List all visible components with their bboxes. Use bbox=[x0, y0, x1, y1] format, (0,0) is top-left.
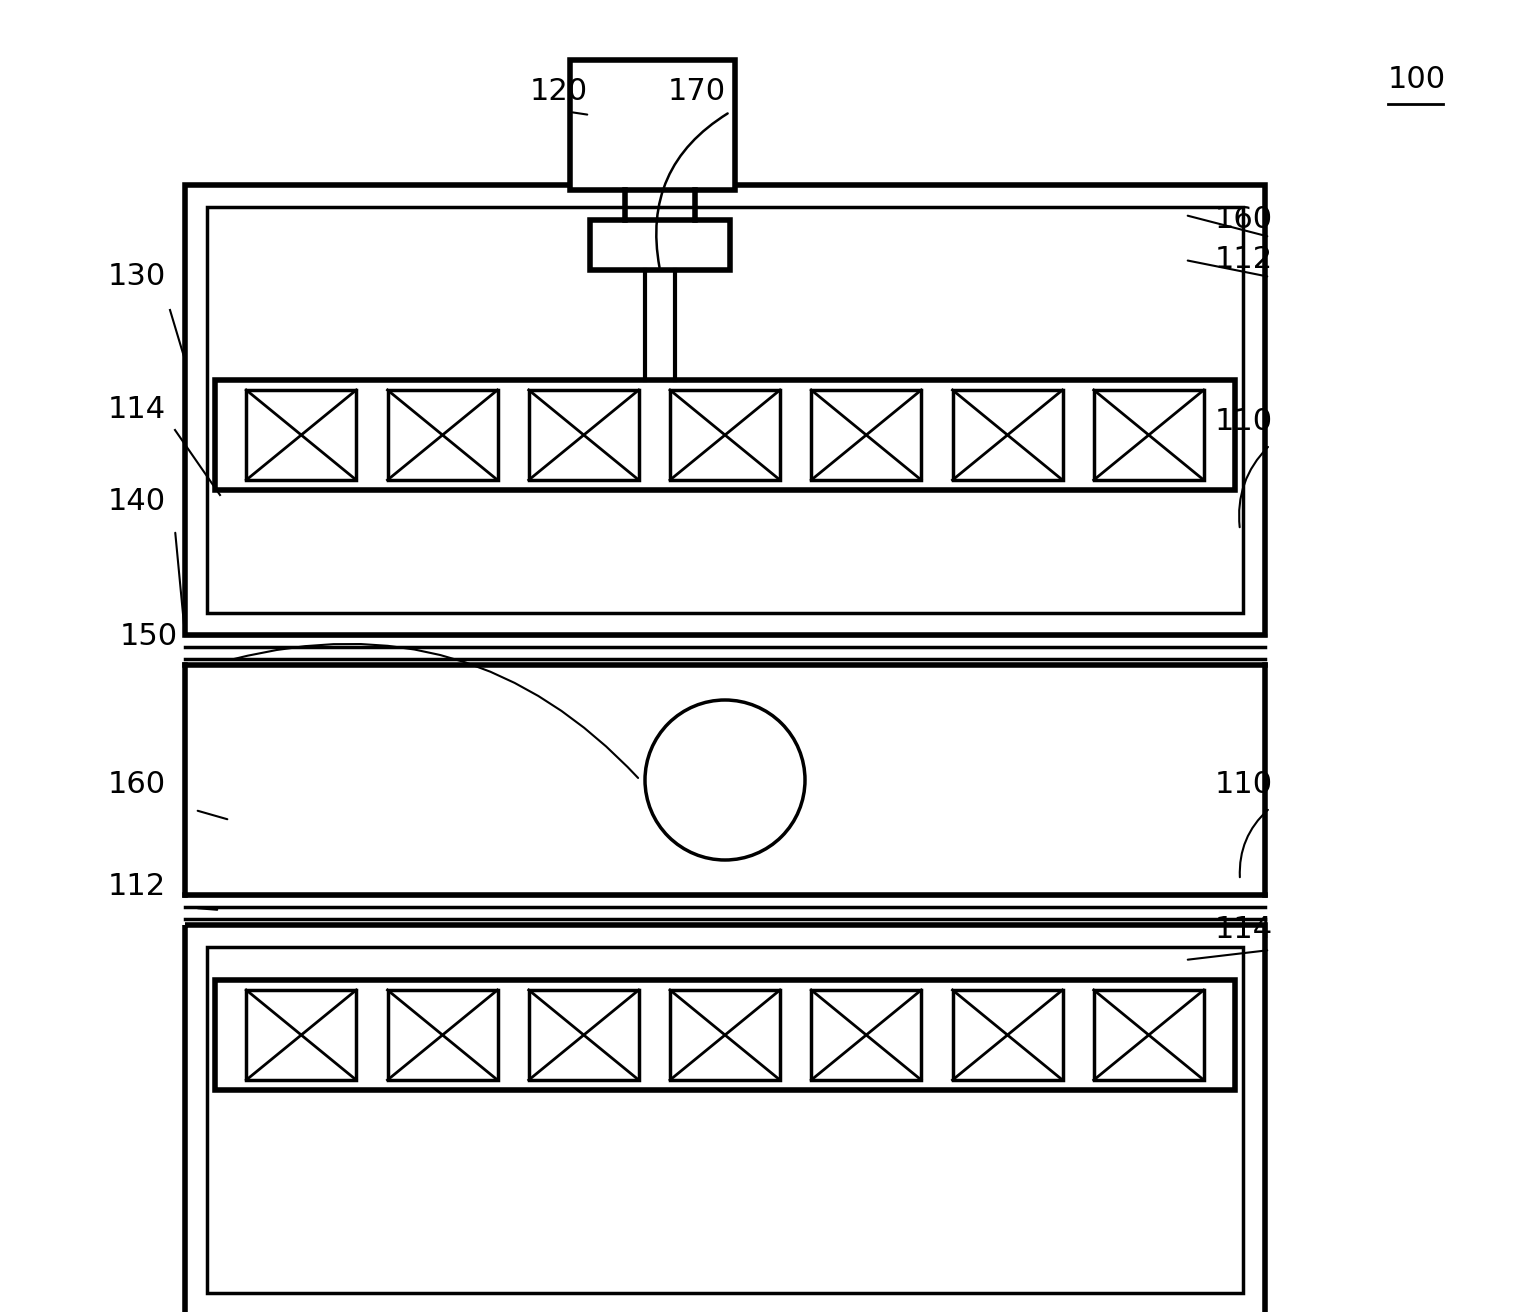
Text: 112: 112 bbox=[108, 872, 166, 901]
Text: 130: 130 bbox=[108, 262, 166, 291]
Bar bbox=[186, 185, 1265, 635]
FancyArrowPatch shape bbox=[1240, 810, 1269, 878]
Bar bbox=[214, 380, 1235, 489]
Text: 112: 112 bbox=[1215, 245, 1273, 274]
Text: 114: 114 bbox=[1215, 914, 1273, 945]
Text: 170: 170 bbox=[668, 77, 726, 106]
Text: 110: 110 bbox=[1215, 407, 1273, 436]
Bar bbox=[529, 991, 639, 1080]
Bar bbox=[952, 991, 1063, 1080]
Bar bbox=[811, 991, 922, 1080]
FancyArrowPatch shape bbox=[198, 811, 227, 819]
FancyArrowPatch shape bbox=[1188, 215, 1267, 236]
Bar bbox=[246, 390, 356, 480]
FancyArrowPatch shape bbox=[233, 644, 639, 778]
Bar bbox=[388, 390, 497, 480]
Bar bbox=[207, 947, 1243, 1294]
Text: 114: 114 bbox=[108, 395, 166, 424]
Bar bbox=[388, 991, 497, 1080]
FancyArrowPatch shape bbox=[198, 908, 218, 909]
FancyArrowPatch shape bbox=[573, 113, 587, 114]
Bar bbox=[246, 991, 356, 1080]
Text: 100: 100 bbox=[1389, 66, 1446, 94]
FancyArrowPatch shape bbox=[1188, 261, 1267, 277]
Bar bbox=[207, 207, 1243, 613]
Bar bbox=[1094, 390, 1203, 480]
Bar bbox=[186, 925, 1265, 1312]
Bar bbox=[1094, 991, 1203, 1080]
Text: 150: 150 bbox=[120, 622, 178, 651]
FancyArrowPatch shape bbox=[1188, 950, 1267, 959]
Bar bbox=[669, 991, 780, 1080]
Text: 160: 160 bbox=[1215, 205, 1273, 234]
Text: 110: 110 bbox=[1215, 770, 1273, 799]
FancyArrowPatch shape bbox=[656, 113, 727, 268]
Text: 140: 140 bbox=[108, 487, 166, 516]
Bar bbox=[811, 390, 922, 480]
Bar bbox=[214, 980, 1235, 1090]
Text: 160: 160 bbox=[108, 770, 166, 799]
Bar bbox=[570, 60, 735, 190]
FancyArrowPatch shape bbox=[175, 533, 184, 632]
Bar bbox=[952, 390, 1063, 480]
Text: 120: 120 bbox=[529, 77, 589, 106]
Bar bbox=[669, 390, 780, 480]
Bar bbox=[529, 390, 639, 480]
FancyArrowPatch shape bbox=[1240, 447, 1269, 527]
Bar bbox=[590, 220, 730, 270]
